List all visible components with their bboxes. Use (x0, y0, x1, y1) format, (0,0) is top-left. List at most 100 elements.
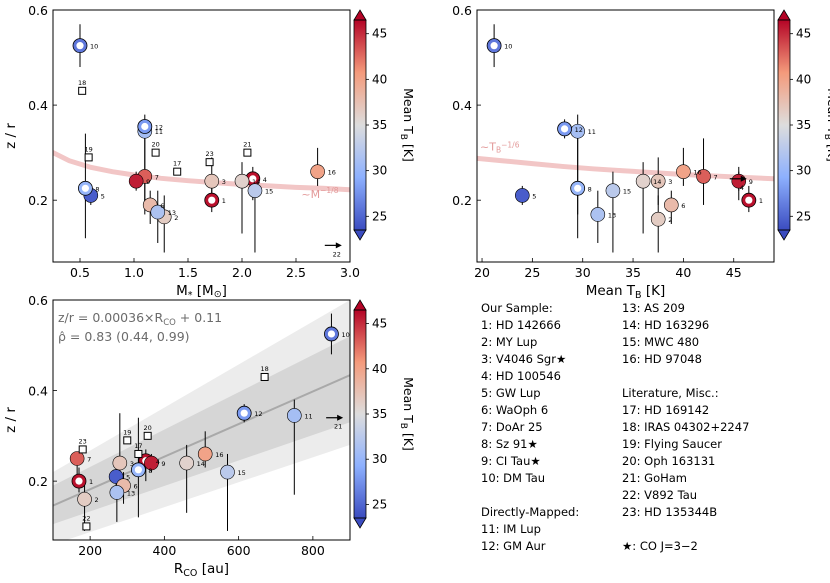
colorbar-tick-label: 45 (796, 27, 811, 41)
colorbar-tb: 25 30 35 40 45 Mean TB [K] (777, 9, 830, 241)
x-tick-label: 400 (152, 543, 176, 558)
point-label-9: 9 (146, 178, 150, 186)
point-label-21: 21 (243, 141, 251, 149)
point-19 (84, 153, 93, 162)
y-tick-label: 0.4 (28, 384, 48, 399)
point-label-12: 12 (254, 410, 262, 418)
point-5 (515, 188, 530, 203)
y-tick-label: 0.4 (452, 98, 472, 113)
point-label-21: 21 (334, 423, 342, 431)
axes-frame (52, 9, 351, 263)
colorbar-tick-label: 30 (372, 164, 387, 178)
point-14 (179, 455, 194, 471)
colorbar-min-tip (353, 229, 367, 241)
x-tick-label: 800 (301, 543, 325, 558)
point-15 (220, 464, 235, 480)
point-14 (234, 173, 250, 189)
x-axis-label: Mean TB [K] (586, 283, 666, 301)
colorbar-label: Mean TB [K] (398, 377, 416, 451)
x-tick-label: 40 (675, 265, 691, 280)
plot-area (477, 24, 774, 253)
legend-col-2: 13: AS 209 14: HD 163296 15: MWC 480 16: HD… (622, 300, 749, 555)
point-label-10: 10 (504, 43, 512, 51)
colorbar-tick-label: 25 (372, 209, 387, 223)
point-label-23: 23 (205, 150, 213, 158)
point-label-5: 5 (126, 474, 130, 482)
point-label-3: 3 (668, 178, 672, 186)
point-label-13: 13 (168, 209, 176, 217)
x-tick-label: 45 (726, 265, 742, 280)
point-label-18: 18 (78, 79, 86, 87)
point-label-16: 16 (215, 451, 223, 459)
point-3 (112, 455, 128, 471)
x-tick-label: 200 (78, 543, 102, 558)
y-axis-label: z / r (3, 407, 19, 433)
point-label-11: 11 (588, 128, 596, 136)
colorbar-tick-label: 35 (372, 118, 387, 132)
point-16 (310, 164, 325, 179)
point-core-8 (574, 184, 582, 192)
point-9 (144, 455, 159, 471)
legend-entry-sample-6: 6: WaOph 6 (481, 403, 549, 417)
legend-entry-sample-5: 5: GW Lup (481, 386, 541, 400)
legend-entry-sample-b-2: 14: HD 163296 (622, 318, 710, 332)
y-axis-label: z / r (3, 123, 19, 149)
point-label-15: 15 (623, 188, 631, 196)
point-core-12 (141, 122, 149, 131)
legend-entry-sample-b-4: 16: HD 97048 (622, 352, 702, 366)
correlation-coefficient: ρ̂ = 0.83 (0.44, 0.99) (58, 329, 190, 344)
colorbar-rco: 25 30 35 40 45 Mean TB [K] (353, 299, 416, 529)
point-label-12: 12 (575, 126, 583, 134)
legend-entry-sample-9: 9: CI Tau★ (481, 454, 541, 468)
colorbar-tick-label: 40 (796, 72, 811, 86)
plot-area (53, 300, 350, 540)
point-18 (260, 372, 269, 381)
legend-title-literature: Literature, Misc.: (622, 386, 719, 400)
colorbar-tick-label: 40 (372, 72, 387, 86)
point-label-17: 17 (173, 160, 181, 168)
colorbar-tick-label: 35 (372, 407, 387, 421)
point-label-1: 1 (222, 197, 226, 205)
y-tick-label: 0.2 (28, 193, 48, 208)
colorbar-body (354, 310, 366, 518)
point-23 (205, 158, 214, 167)
point-label-3: 3 (130, 460, 134, 468)
legend-entry-sample-2: 2: MY Lup (481, 335, 538, 349)
legend-title-our-sample: Our Sample: (481, 301, 553, 315)
point-label-3: 3 (222, 178, 226, 186)
colorbar-label: Mean TB [K] (822, 88, 830, 162)
point-label-15: 15 (237, 469, 245, 477)
point-label-10: 10 (341, 331, 349, 339)
arrow-head-4 (740, 175, 747, 182)
point-label-9: 9 (749, 178, 753, 186)
point-core-1 (208, 196, 216, 204)
point-core-12 (240, 409, 248, 417)
colorbar-min-tip (353, 517, 367, 529)
legend-entry-mapped-2: 12: GM Aur (481, 539, 546, 553)
point-13 (109, 485, 125, 500)
x-axis-label: M* [M⊙] (176, 283, 227, 301)
legend-entry-sample-4: 4: HD 100546 (481, 369, 561, 383)
point-label-14: 14 (252, 178, 260, 186)
legend-entry-sample-1: 1: HD 142666 (481, 318, 561, 332)
legend-footnote: ★: CO J=3−2 (622, 539, 698, 553)
colorbar-mass: 25 30 35 40 45 Mean TB [K] (353, 9, 416, 241)
colorbar-tick-label: 45 (372, 27, 387, 41)
point-label-6: 6 (160, 202, 164, 210)
legend-entry-literature-5: 21: GoHam (622, 471, 688, 485)
point-label-19: 19 (84, 145, 92, 153)
fit-label: ~TB−1/6 (480, 140, 520, 154)
point-label-17: 17 (134, 442, 142, 450)
legend-col-1: Our Sample: 1: HD 142666 2: MY Lup 3: V404… (481, 300, 579, 555)
point-label-20: 20 (151, 141, 159, 149)
point-core-4 (249, 175, 257, 183)
point-2 (650, 211, 666, 227)
x-axis-label: RCO [au] (174, 561, 229, 579)
axes-frame (52, 299, 351, 541)
legend-entry-sample-b-3: 15: MWC 480 (622, 335, 700, 349)
colorbar-tick-label: 25 (372, 497, 387, 511)
colorbar-tick-label: 25 (796, 209, 811, 223)
point-label-13: 13 (127, 489, 135, 497)
colorbar-tick-label: 35 (796, 118, 811, 132)
